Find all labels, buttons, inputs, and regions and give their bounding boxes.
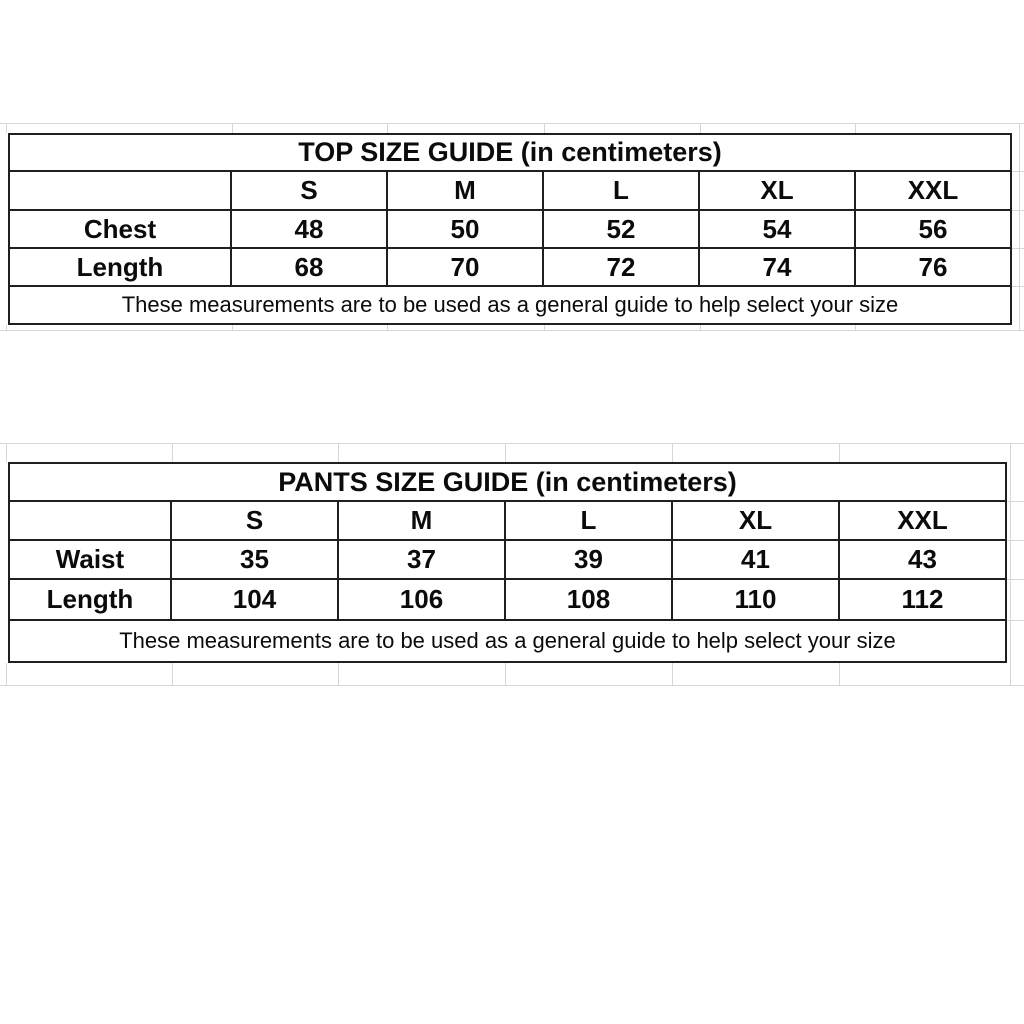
top-length-value-m: 70: [387, 248, 543, 286]
gridline-row-ext: [1012, 171, 1024, 172]
pants-size-header-xxl: XXL: [839, 501, 1006, 540]
gridline-tick: [839, 663, 840, 685]
gridline-tick: [387, 325, 388, 330]
pants-length-value-s: 104: [171, 579, 338, 620]
top-size-header-xxl: XXL: [855, 171, 1011, 210]
gridline-row-ext: [1007, 540, 1024, 541]
gridline-h: [0, 123, 1024, 124]
pants-table-title: PANTS SIZE GUIDE (in centimeters): [9, 463, 1006, 501]
gridline-row-ext: [1007, 620, 1024, 621]
pants-size-guide-table: PANTS SIZE GUIDE (in centimeters) S M L …: [8, 462, 1007, 663]
gridline-tick: [855, 123, 856, 133]
gridline-h: [0, 685, 1024, 686]
gridline-tick: [505, 663, 506, 685]
waist-value-xxl: 43: [839, 540, 1006, 579]
waist-value-m: 37: [338, 540, 505, 579]
top-length-value-xl: 74: [699, 248, 855, 286]
pants-size-header-l: L: [505, 501, 672, 540]
top-size-guide-table: TOP SIZE GUIDE (in centimeters) S M L XL…: [8, 133, 1012, 325]
gridline-tick: [338, 443, 339, 462]
row-label-length: Length: [9, 248, 231, 286]
top-corner-cell: [9, 171, 231, 210]
chest-value-l: 52: [543, 210, 699, 248]
top-size-header-s: S: [231, 171, 387, 210]
gridline-h: [0, 443, 1024, 444]
top-length-value-s: 68: [231, 248, 387, 286]
pants-table-note: These measurements are to be used as a g…: [9, 620, 1006, 662]
top-length-value-l: 72: [543, 248, 699, 286]
gridline-tick: [505, 443, 506, 462]
chest-value-xxl: 56: [855, 210, 1011, 248]
gridline-tick: [172, 443, 173, 462]
gridline-row-ext: [1007, 501, 1024, 502]
gridline-v: [1010, 443, 1011, 685]
gridline-tick: [839, 443, 840, 462]
chest-value-s: 48: [231, 210, 387, 248]
waist-value-s: 35: [171, 540, 338, 579]
pants-corner-cell: [9, 501, 171, 540]
pants-length-value-l: 108: [505, 579, 672, 620]
gridline-tick: [232, 325, 233, 330]
gridline-tick: [6, 663, 7, 685]
pants-size-header-xl: XL: [672, 501, 839, 540]
gridline-row-ext: [1012, 286, 1024, 287]
row-label-chest: Chest: [9, 210, 231, 248]
chest-value-m: 50: [387, 210, 543, 248]
chest-value-xl: 54: [699, 210, 855, 248]
gridline-v: [1019, 123, 1020, 330]
pants-size-header-m: M: [338, 501, 505, 540]
gridline-tick: [855, 325, 856, 330]
gridline-tick: [6, 325, 7, 330]
gridline-tick: [172, 663, 173, 685]
gridline-row-ext: [1012, 210, 1024, 211]
gridline-tick: [338, 663, 339, 685]
row-label-length: Length: [9, 579, 171, 620]
gridline-row-ext: [1012, 248, 1024, 249]
pants-length-value-xxl: 112: [839, 579, 1006, 620]
gridline-tick: [672, 663, 673, 685]
pants-length-value-xl: 110: [672, 579, 839, 620]
waist-value-l: 39: [505, 540, 672, 579]
gridline-h: [0, 330, 1024, 331]
top-size-header-l: L: [543, 171, 699, 210]
gridline-tick: [6, 123, 7, 133]
gridline-tick: [544, 325, 545, 330]
pants-size-header-s: S: [171, 501, 338, 540]
row-label-waist: Waist: [9, 540, 171, 579]
waist-value-xl: 41: [672, 540, 839, 579]
top-size-header-m: M: [387, 171, 543, 210]
gridline-tick: [672, 443, 673, 462]
gridline-tick: [700, 325, 701, 330]
gridline-tick: [6, 443, 7, 462]
top-length-value-xxl: 76: [855, 248, 1011, 286]
top-size-header-xl: XL: [699, 171, 855, 210]
gridline-tick: [544, 123, 545, 133]
top-table-title: TOP SIZE GUIDE (in centimeters): [9, 134, 1011, 171]
gridline-tick: [232, 123, 233, 133]
gridline-tick: [387, 123, 388, 133]
pants-length-value-m: 106: [338, 579, 505, 620]
top-table-note: These measurements are to be used as a g…: [9, 286, 1011, 324]
gridline-tick: [700, 123, 701, 133]
gridline-row-ext: [1007, 579, 1024, 580]
